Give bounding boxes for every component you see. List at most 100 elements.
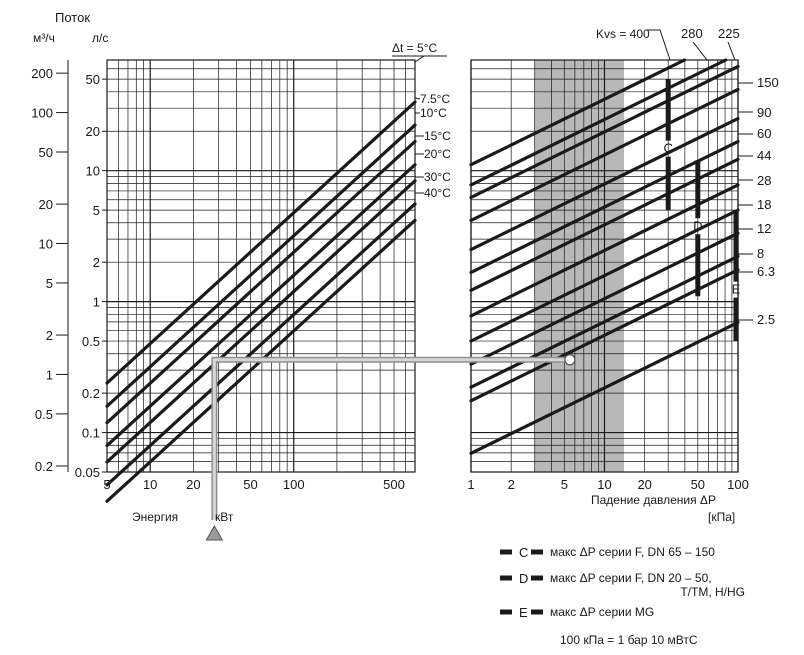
x-tick-label-power: 50 (243, 477, 257, 492)
legend-text: макс ΔP серии MG (550, 605, 654, 619)
flow-title: Поток (55, 10, 90, 25)
flow-unit-m3h: м³/ч (33, 31, 55, 45)
x-tick-label-pressure: 1 (467, 477, 474, 492)
y-tick-label-ls: 0.1 (82, 426, 100, 441)
legend-key: D (519, 571, 528, 586)
max-dp-limit-e: E (732, 210, 741, 342)
kvs-line (469, 231, 740, 366)
power-plot-frame (106, 59, 416, 473)
max-dp-limit-c: C (664, 79, 673, 211)
delta-t-line (105, 100, 417, 385)
delta-t-label: 20°C (424, 147, 451, 161)
y-tick-label-m3h: 5 (46, 276, 53, 291)
delta-t-label: Δt = 5°C (392, 41, 437, 55)
kvs-label: 90 (757, 105, 771, 120)
kvs-label: 8 (757, 246, 764, 261)
x-tick-label-power: 100 (283, 477, 305, 492)
y-tick-label-ls: 1 (93, 295, 100, 310)
delta-t-line (105, 179, 417, 464)
kvs-line (469, 64, 740, 199)
x-tick-label-pressure: 2 (508, 477, 515, 492)
limit-bar-layer: C D E (664, 79, 741, 342)
example-route (212, 358, 570, 520)
legend-key: C (519, 545, 528, 560)
kvs-label: 18 (757, 197, 771, 212)
y-tick-label-m3h: 2 (46, 328, 53, 343)
y-tick-label-m3h: 50 (39, 145, 53, 160)
y-tick-label-ls: 20 (86, 124, 100, 139)
y-tick-label-m3h: 10 (39, 237, 53, 252)
pressure-band-layer (534, 60, 625, 472)
limit-bar-label: E (732, 282, 741, 297)
delta-t-line (105, 163, 417, 448)
x-tick-label-pressure: 50 (691, 477, 705, 492)
legend-footnote: 100 кПа = 1 бар 10 мВтС (560, 633, 698, 647)
y-tick-label-ls: 5 (93, 203, 100, 218)
x-tick-label-power: 10 (143, 477, 157, 492)
recommended-pressure-band (534, 60, 625, 472)
pressure-axis-label: Падение давления ΔP (591, 493, 716, 507)
delta-t-line (105, 202, 417, 487)
kvs-label: 28 (757, 173, 771, 188)
y-tick-label-m3h: 1 (46, 367, 53, 382)
x-tick-label-pressure: 100 (727, 477, 749, 492)
kvs-line (469, 157, 740, 292)
label-layer: 0.050.10.20.51251020500.20.5125102050100… (31, 26, 778, 492)
y-tick-label-m3h: 200 (31, 66, 53, 81)
power-axis-unit: кВт (215, 510, 234, 524)
kvs-line (469, 208, 740, 343)
series-layer (105, 58, 740, 503)
delta-t-line (105, 139, 417, 425)
pressure-axis-unit: [кПа] (708, 510, 735, 524)
kvs-label: 280 (681, 26, 703, 41)
kvs-400-leader (646, 29, 671, 61)
legend-text: T/TM, H/HG (680, 585, 745, 599)
limit-bar-label: C (664, 141, 673, 156)
delta-t-label: 15°C (424, 129, 451, 143)
y-tick-label-ls: 0.05 (75, 465, 100, 480)
x-tick-label-pressure: 5 (561, 477, 568, 492)
kvs-label: 6.3 (757, 264, 775, 279)
x-tick-label-pressure: 20 (637, 477, 651, 492)
kvs-label: 44 (757, 148, 771, 163)
y-tick-label-ls: 50 (86, 72, 100, 87)
y-tick-label-ls: 2 (93, 255, 100, 270)
example-point-marker (564, 354, 576, 366)
x-tick-label-power: 5 (103, 477, 110, 492)
legend-key: E (519, 605, 528, 620)
y-tick-label-m3h: 100 (31, 106, 53, 121)
kvs-line (469, 139, 740, 275)
delta-t-line (105, 123, 417, 408)
legend-text: макс ΔP серии F, DN 65 – 150 (550, 545, 715, 559)
y-tick-label-ls: 0.2 (82, 386, 100, 401)
kvs-280-leader (692, 41, 708, 61)
kvs-line (469, 268, 740, 403)
kvs-line (469, 116, 740, 252)
y-tick-label-m3h: 20 (39, 197, 53, 212)
kvs-line (469, 183, 740, 318)
kvs-header: Kvs = 400 (596, 27, 650, 41)
example-route-layer (205, 354, 576, 541)
max-dp-limit-d: D (693, 160, 703, 297)
limit-bar-label: D (693, 218, 702, 233)
delta-t-label-leader (414, 55, 447, 63)
delta-t-label: 10°C (420, 106, 447, 120)
delta-t-label: 7.5°C (420, 92, 450, 106)
kvs-label: 2.5 (757, 312, 775, 327)
x-tick-label-pressure: 10 (597, 477, 611, 492)
kvs-label: 12 (757, 221, 771, 236)
legend-text: макс ΔP серии F, DN 20 – 50, (550, 571, 712, 585)
kvs-label: 60 (757, 126, 771, 141)
kvs-225-leader (727, 41, 736, 61)
x-tick-label-power: 20 (186, 477, 200, 492)
delta-t-label: 30°C (424, 170, 451, 184)
y-tick-label-m3h: 0.2 (35, 459, 53, 474)
y-tick-label-m3h: 0.5 (35, 407, 53, 422)
y-tick-label-ls: 0.5 (82, 334, 100, 349)
example-route-outline (211, 356, 570, 520)
grid-layer (67, 59, 739, 473)
kvs-line (469, 254, 740, 389)
